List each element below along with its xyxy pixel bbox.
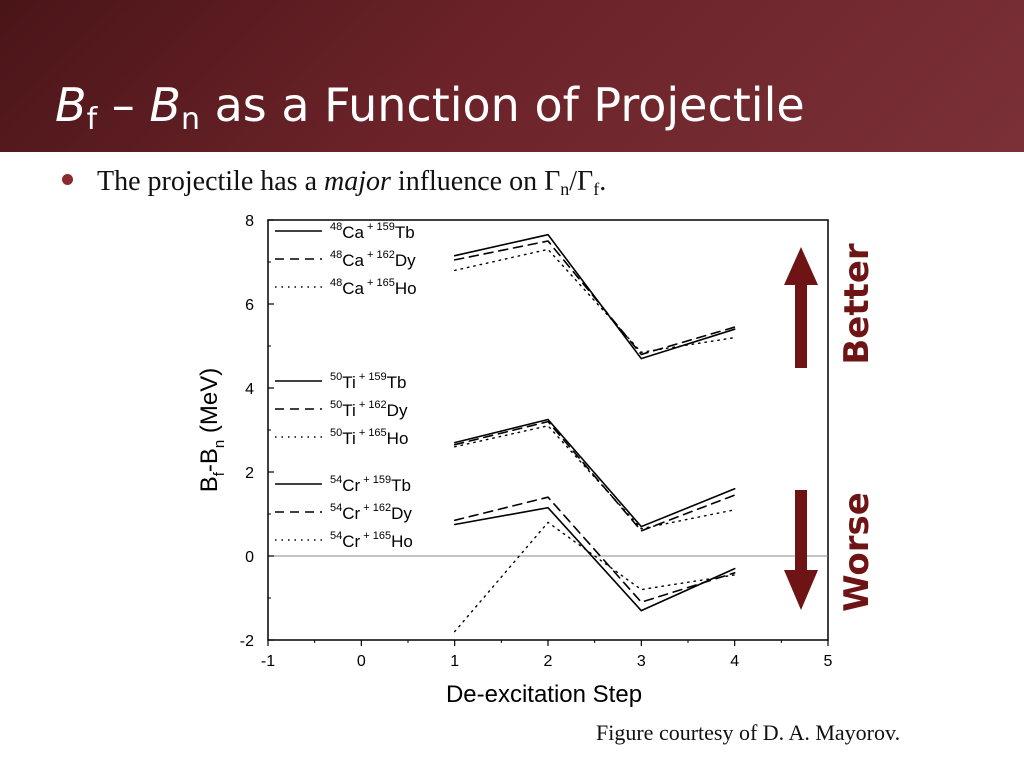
worse-annotation: Worse — [784, 490, 877, 612]
bullet-slash: /Γ — [569, 166, 594, 197]
x-tick-label: 4 — [730, 653, 739, 670]
bullet-sub1: n — [560, 179, 570, 199]
legend-entry: 48Ca + 159Tb — [330, 221, 415, 242]
better-arrow-head — [784, 247, 818, 285]
x-tick-label: 1 — [450, 653, 459, 670]
y-tick-label: 4 — [245, 381, 254, 398]
y-label-unit: (MeV) — [196, 368, 223, 440]
title-dash: – — [97, 78, 150, 132]
title-bar — [0, 0, 1024, 152]
better-arrow-shaft — [795, 280, 807, 368]
y-label-mid: -B — [196, 448, 223, 472]
y-tick-label: 8 — [245, 213, 254, 230]
worse-label: Worse — [837, 492, 877, 612]
series-line-cr-dy — [453, 496, 736, 604]
y-tick-label: 6 — [245, 297, 254, 314]
bullet-end: . — [599, 166, 607, 197]
series-line-ti-dy — [453, 420, 736, 532]
x-tick-label: 3 — [637, 653, 646, 670]
title-b2: B — [149, 78, 181, 132]
x-axis-label: De-excitation Step — [446, 681, 642, 708]
bullet-point: The projectile has a major influence on … — [62, 166, 606, 198]
legend-entry: 48Ca + 162Dy — [330, 249, 416, 270]
legend-entry: 54Cr + 162Dy — [330, 502, 412, 523]
series-layer — [453, 233, 736, 633]
title-b1: B — [55, 78, 87, 132]
series-line-cr-tb — [453, 506, 736, 612]
legend-entry: 54Cr + 165Ho — [330, 530, 413, 551]
better-annotation: Better — [784, 243, 877, 368]
title-sub1: f — [86, 102, 98, 137]
x-tick-label: 2 — [544, 653, 553, 670]
slide-title: Bf – Bn as a Function of Projectile — [55, 78, 805, 135]
bullet-em: major — [324, 166, 391, 197]
worse-arrow-head — [784, 570, 818, 610]
y-axis-label: Bf-Bn (MeV) — [196, 368, 228, 493]
worse-arrow-shaft — [795, 490, 807, 575]
y-label-sub1: f — [211, 471, 228, 476]
legend-layer: 48Ca + 159Tb 48Ca + 162Dy 48Ca + 165Ho 50Ti… — [275, 221, 417, 551]
series-line-ca-ho — [454, 248, 736, 354]
axes-layer: -2 0 2 4 6 8 -1 0 1 2 3 4 5 — [240, 213, 833, 670]
legend-entry: 54Cr + 159Tb — [330, 474, 411, 495]
legend-entry: 48Ca + 165Ho — [330, 277, 417, 298]
svg-text:Bf-Bn (MeV): Bf-Bn (MeV) — [196, 368, 228, 493]
title-rest: as a Function of Projectile — [199, 78, 805, 132]
bullet-mid: influence on Γ — [390, 166, 561, 197]
y-tick-label: 2 — [245, 465, 254, 482]
legend-entry: 50Ti + 165Ho — [330, 427, 408, 448]
x-tick-label: 5 — [824, 653, 833, 670]
better-label: Better — [837, 243, 877, 365]
series-line-ca-dy — [453, 240, 736, 356]
bullet-pre: The projectile has a — [97, 166, 325, 197]
legend-entry: 50Ti + 159Tb — [330, 371, 407, 392]
bullet-sub2: f — [593, 179, 600, 199]
x-tick-label: -1 — [261, 653, 275, 670]
series-line-cr-ho — [454, 521, 736, 633]
figure-credit: Figure courtesy of D. A. Mayorov. — [596, 720, 901, 745]
y-tick-label: -2 — [240, 633, 254, 650]
y-label-sub2: n — [211, 440, 228, 448]
bullet-dot — [62, 174, 73, 185]
x-tick-label: 0 — [357, 653, 366, 670]
y-tick-label: 0 — [245, 549, 254, 566]
series-line-ti-tb — [453, 418, 736, 528]
legend-entry: 50Ti + 162Dy — [330, 399, 408, 420]
title-sub2: n — [180, 102, 200, 137]
y-label-main: B — [196, 476, 223, 492]
